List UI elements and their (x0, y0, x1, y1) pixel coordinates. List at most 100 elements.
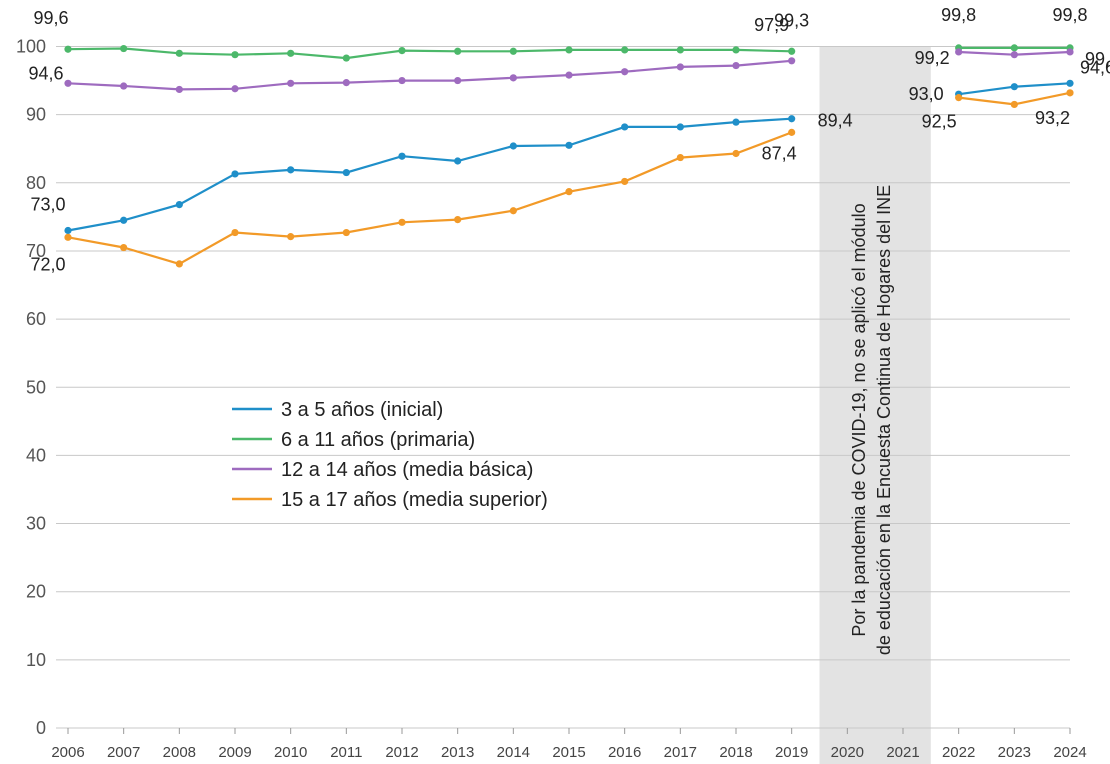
data-label: 94,6 (28, 63, 63, 83)
y-tick-label: 40 (26, 445, 46, 465)
data-point (676, 46, 684, 54)
data-point (287, 233, 295, 241)
data-point (120, 243, 128, 252)
axis-layer: 2006 2007 2008 2009 2010 2011 2012 2013 2014 2015… (51, 728, 1087, 761)
data-point (64, 79, 72, 87)
data-point (1010, 83, 1018, 91)
data-point (565, 46, 573, 54)
data-point (120, 82, 128, 90)
data-point (120, 44, 128, 53)
y-tick-label: 90 (26, 105, 46, 125)
series-line-3 (67, 59, 792, 91)
data-point (955, 48, 963, 56)
data-point (175, 49, 183, 57)
x-tick-label: 2023 (998, 744, 1031, 761)
data-label: 94,6 (1080, 57, 1110, 77)
annotation-text-line1: Por la pandemia de COVID-19, no se aplic… (849, 203, 869, 636)
data-point (231, 85, 239, 93)
data-label: 93,2 (1035, 108, 1070, 128)
data-point (398, 218, 406, 226)
y-tick-label: 30 (26, 514, 46, 534)
data-point (621, 123, 629, 131)
data-point (788, 115, 796, 123)
annotation-band (819, 46, 931, 764)
data-point (788, 128, 796, 136)
series-line-4 (67, 131, 793, 266)
data-point (676, 123, 684, 131)
data-point (287, 79, 295, 87)
data-point (287, 166, 295, 174)
data-point (732, 46, 740, 54)
data-label: 97,9 (754, 15, 789, 35)
data-point (732, 149, 740, 158)
legend-label: 6 a 11 años (primaria) (281, 429, 475, 451)
x-tick-label: 2018 (719, 744, 752, 761)
data-point (621, 68, 629, 76)
y-tick-label: 100 (16, 37, 46, 57)
series-line-2 (67, 47, 792, 60)
grid-layer: 0 10 20 30 40 50 60 70 80 90 100 (16, 37, 1070, 738)
data-point (175, 201, 183, 209)
data-point (1010, 51, 1018, 59)
data-point (565, 188, 573, 196)
data-label: 87,4 (762, 143, 797, 163)
y-tick-label: 80 (26, 173, 46, 193)
data-point (231, 51, 239, 59)
data-point (732, 61, 740, 70)
data-point (454, 216, 462, 224)
data-point (1010, 100, 1018, 109)
data-label: 99,2 (915, 48, 950, 68)
data-point (955, 94, 963, 102)
data-point (342, 168, 350, 177)
data-point (509, 207, 517, 215)
data-label-layer: 99,6 94,6 73,0 72,0 99,397,9 89,4 87,4 99,8 99,2… (28, 5, 1110, 274)
data-point (621, 177, 629, 186)
data-point (342, 54, 350, 62)
data-point (1066, 79, 1074, 87)
data-label: 99,2 (1085, 49, 1110, 69)
data-point (454, 47, 462, 55)
x-tick-label: 2015 (552, 744, 585, 761)
x-tick-label: 2022 (942, 744, 975, 761)
data-label: 89,4 (818, 111, 853, 131)
x-tick-label: 2007 (107, 744, 140, 761)
data-point (509, 74, 517, 82)
x-tick-label: 2011 (330, 744, 362, 761)
x-tick-label: 2009 (218, 744, 251, 761)
data-label: 93,0 (909, 84, 944, 104)
x-tick-label: 2019 (775, 744, 808, 761)
data-point (64, 233, 72, 241)
y-tick-label: 10 (26, 650, 46, 670)
data-point (1066, 89, 1074, 97)
x-tick-label: 2017 (664, 744, 697, 761)
y-tick-label: 0 (36, 718, 46, 738)
data-label: 99,8 (941, 5, 976, 25)
series-layer (64, 44, 1074, 268)
x-tick-label: 2008 (163, 744, 196, 761)
x-tick-label: 2014 (497, 744, 530, 761)
x-tick-label: 2016 (608, 744, 641, 761)
y-tick-label: 60 (26, 309, 46, 329)
legend: 3 a 5 años (inicial) 6 a 11 años (primari… (232, 399, 548, 511)
data-point (175, 85, 183, 94)
data-label: 73,0 (30, 195, 65, 215)
x-tick-label: 2013 (441, 744, 474, 761)
data-point (676, 153, 684, 162)
data-point (732, 118, 740, 126)
data-point (676, 63, 684, 71)
data-point (175, 260, 183, 268)
data-point (565, 71, 573, 79)
data-label: 99,6 (33, 8, 68, 28)
data-label: 99,3 (774, 10, 809, 30)
data-label: 92,5 (922, 112, 957, 132)
legend-label: 3 a 5 años (inicial) (281, 399, 443, 421)
annotation-layer: Por la pandemia de COVID-19, no se aplic… (849, 185, 894, 655)
x-tick-label: 2006 (51, 744, 84, 761)
legend-label: 15 a 17 años (media superior) (281, 489, 548, 511)
data-point (398, 46, 406, 55)
data-point (621, 46, 629, 54)
annotation-shade-layer (819, 46, 931, 764)
y-tick-label: 20 (26, 582, 46, 602)
data-point (454, 76, 462, 85)
data-point (398, 76, 406, 85)
